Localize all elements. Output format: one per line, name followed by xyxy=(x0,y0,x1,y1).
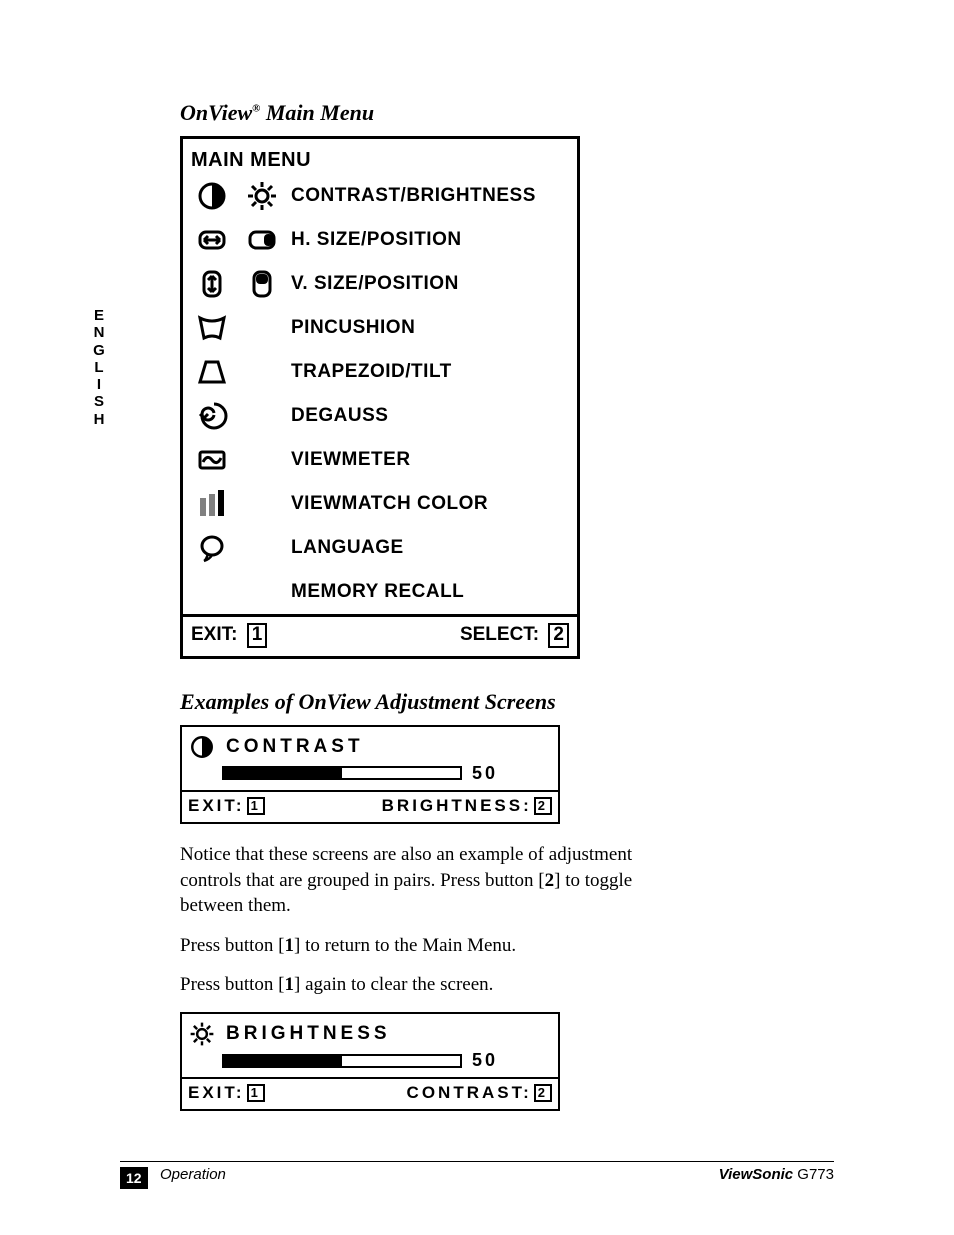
language-icon xyxy=(191,530,233,566)
para2: Press button [1] to return to the Main M… xyxy=(180,933,640,959)
icon-empty xyxy=(241,486,283,522)
para1: Notice that these screens are also an ex… xyxy=(180,842,640,919)
icon-empty xyxy=(241,398,283,434)
menu-item-label: LANGUAGE xyxy=(291,537,404,559)
main-menu-rows: CONTRAST/BRIGHTNESS H. SIZE/POSITION V. SI… xyxy=(183,174,577,614)
adj1-bar-fill xyxy=(224,768,342,778)
vpos-icon xyxy=(241,266,283,302)
contrast-adjust-box: CONTRAST 50 EXIT:1 BRIGHTNESS:2 xyxy=(180,725,560,824)
select-key: 2 xyxy=(548,623,569,648)
menu-item[interactable]: VIEWMATCH COLOR xyxy=(183,482,577,526)
para2b: ] to return to the Main Menu. xyxy=(294,935,516,956)
adj1-value: 50 xyxy=(472,763,498,784)
viewmeter-icon xyxy=(191,442,233,478)
exit-group[interactable]: EXIT: 1 xyxy=(191,623,267,648)
icon-empty xyxy=(241,310,283,346)
menu-item-label: H. SIZE/POSITION xyxy=(291,229,462,251)
menu-item-label: MEMORY RECALL xyxy=(291,581,464,603)
menu-item-label: DEGAUSS xyxy=(291,405,388,427)
adj2-exit-key: 1 xyxy=(247,1084,265,1102)
trapezoid-icon xyxy=(191,354,233,390)
heading-examples: Examples of OnView Adjustment Screens xyxy=(180,689,834,715)
para1-key: 2 xyxy=(545,870,555,891)
footer-brand-model: ViewSonic G773 xyxy=(719,1166,834,1183)
adj1-exit[interactable]: EXIT:1 xyxy=(188,796,265,816)
adj1-title: CONTRAST xyxy=(226,736,364,758)
menu-item[interactable]: VIEWMETER xyxy=(183,438,577,482)
adj1-toggle-label: BRIGHTNESS: xyxy=(382,796,532,815)
para3-key: 1 xyxy=(285,974,295,995)
para2-key: 1 xyxy=(285,935,295,956)
adj1-exit-key: 1 xyxy=(247,797,265,815)
page-number: 12 xyxy=(120,1167,148,1189)
adj2-toggle[interactable]: CONTRAST:2 xyxy=(407,1083,552,1103)
adj1-exit-label: EXIT: xyxy=(188,796,245,815)
icon-empty xyxy=(191,574,233,610)
page-footer: Operation ViewSonic G773 xyxy=(120,1161,834,1183)
icon-empty xyxy=(241,574,283,610)
adj2-value: 50 xyxy=(472,1050,498,1071)
brightness-adjust-box: BRIGHTNESS 50 EXIT:1 CONTRAST:2 xyxy=(180,1012,560,1111)
menu-item[interactable]: V. SIZE/POSITION xyxy=(183,262,577,306)
menu-item-label: VIEWMATCH COLOR xyxy=(291,493,488,515)
exit-label: EXIT: xyxy=(191,624,237,645)
adj2-exit[interactable]: EXIT:1 xyxy=(188,1083,265,1103)
icon-empty xyxy=(241,354,283,390)
brightness-icon xyxy=(241,178,283,214)
adj2-title: BRIGHTNESS xyxy=(226,1023,391,1045)
menu-item[interactable]: H. SIZE/POSITION xyxy=(183,218,577,262)
menu-item-label: PINCUSHION xyxy=(291,317,415,339)
menu-item[interactable]: TRAPEZOID/TILT xyxy=(183,350,577,394)
adj2-bar-fill xyxy=(224,1056,342,1066)
menu-item-label: V. SIZE/POSITION xyxy=(291,273,459,295)
heading-main-menu: OnView® Main Menu xyxy=(180,100,834,126)
icon-empty xyxy=(241,530,283,566)
adj1-toggle[interactable]: BRIGHTNESS:2 xyxy=(382,796,552,816)
menu-item[interactable]: LANGUAGE xyxy=(183,526,577,570)
select-group[interactable]: SELECT: 2 xyxy=(460,623,569,648)
hpos-icon xyxy=(241,222,283,258)
icon-empty xyxy=(241,442,283,478)
footer-section: Operation xyxy=(160,1166,226,1183)
menu-item-label: CONTRAST/BRIGHTNESS xyxy=(291,185,536,207)
pincushion-icon xyxy=(191,310,233,346)
adj1-bar[interactable] xyxy=(222,766,462,780)
para3a: Press button [ xyxy=(180,974,285,995)
menu-item[interactable]: CONTRAST/BRIGHTNESS xyxy=(183,174,577,218)
contrast-icon xyxy=(191,178,233,214)
degauss-icon xyxy=(191,398,233,434)
language-tab: ENGLISH xyxy=(75,295,123,440)
para3: Press button [1] again to clear the scre… xyxy=(180,972,640,998)
brightness-icon xyxy=(188,1020,216,1048)
menu-item[interactable]: DEGAUSS xyxy=(183,394,577,438)
main-menu-box: MAIN MENU CONTRAST/BRIGHTNESS H. SIZE/POS… xyxy=(180,136,580,659)
heading-prefix: OnView xyxy=(180,100,252,125)
para2a: Press button [ xyxy=(180,935,285,956)
para3b: ] again to clear the screen. xyxy=(294,974,493,995)
adj2-bar[interactable] xyxy=(222,1054,462,1068)
main-menu-footer: EXIT: 1 SELECT: 2 xyxy=(183,614,577,656)
exit-key: 1 xyxy=(247,623,268,648)
footer-model: G773 xyxy=(793,1166,834,1183)
main-menu-title: MAIN MENU xyxy=(183,139,577,174)
adj2-toggle-key: 2 xyxy=(534,1084,552,1102)
menu-item[interactable]: MEMORY RECALL xyxy=(183,570,577,614)
rgb-icon xyxy=(191,486,233,522)
select-label: SELECT: xyxy=(460,624,539,645)
vsize-icon xyxy=(191,266,233,302)
menu-item[interactable]: PINCUSHION xyxy=(183,306,577,350)
adj2-toggle-label: CONTRAST: xyxy=(407,1083,532,1102)
heading-suffix: Main Menu xyxy=(260,100,374,125)
footer-brand: ViewSonic xyxy=(719,1166,793,1183)
menu-item-label: VIEWMETER xyxy=(291,449,411,471)
menu-item-label: TRAPEZOID/TILT xyxy=(291,361,452,383)
adj2-exit-label: EXIT: xyxy=(188,1083,245,1102)
adj1-toggle-key: 2 xyxy=(534,797,552,815)
hsize-icon xyxy=(191,222,233,258)
contrast-icon xyxy=(188,733,216,761)
